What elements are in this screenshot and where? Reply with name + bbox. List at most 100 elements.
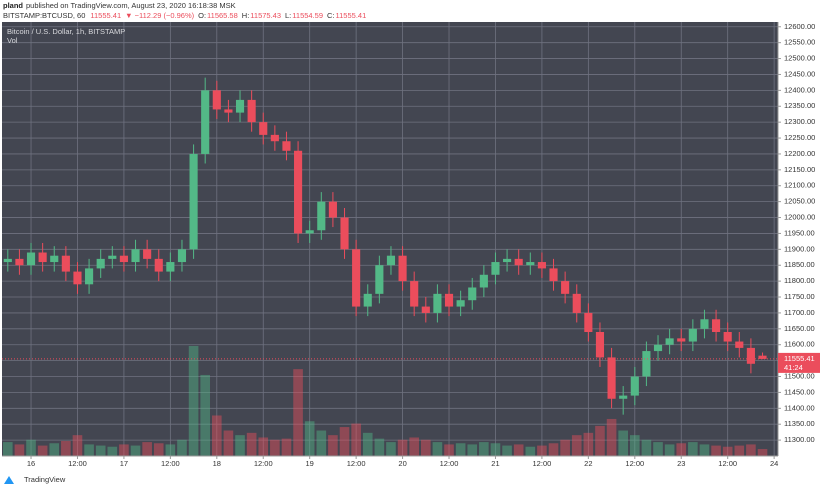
volume-bar — [420, 439, 431, 456]
volume-bar — [560, 439, 570, 456]
volume-bar — [351, 423, 361, 456]
candle-body — [247, 99, 256, 123]
candle-body — [26, 252, 36, 266]
x-tick-label: 16 — [27, 459, 35, 468]
footer: TradingView — [24, 475, 66, 484]
volume-bar — [502, 445, 512, 456]
volume-bar — [595, 425, 605, 456]
candle-body — [653, 344, 663, 352]
candle-body — [735, 341, 744, 348]
volume-bar — [362, 432, 373, 456]
candle-body — [3, 258, 12, 263]
plot-background — [2, 22, 778, 456]
candle-body — [177, 249, 187, 263]
candle-body — [619, 395, 628, 399]
candle-body — [758, 355, 767, 359]
x-tick-label: 23 — [677, 459, 685, 468]
volume-bar — [49, 443, 60, 456]
candle-body — [143, 249, 152, 259]
volume-bar — [246, 432, 257, 456]
candle-body — [549, 268, 558, 282]
candle-body — [96, 258, 105, 269]
candle-body — [294, 150, 303, 234]
candle-body — [433, 293, 442, 313]
volume-bar — [525, 446, 536, 456]
candle-body — [235, 99, 245, 113]
y-tick-label: 11300.00 — [784, 435, 815, 444]
candle-body — [595, 332, 605, 358]
volume-bar — [339, 427, 350, 456]
volume-bar — [688, 442, 698, 456]
volume-bar — [676, 443, 687, 456]
volume-bar — [641, 439, 652, 456]
volume-bar — [409, 437, 419, 456]
y-tick-label: 11650.00 — [784, 324, 815, 333]
volume-bar — [177, 439, 187, 456]
x-tick-label: 12:00 — [254, 459, 273, 468]
y-tick-label: 12250.00 — [784, 133, 815, 142]
x-tick-label: 17 — [120, 459, 128, 468]
ohlc-label: C: — [327, 11, 335, 20]
y-tick-label: 11700.00 — [784, 308, 815, 317]
candle-body — [73, 271, 82, 285]
candle-body — [352, 249, 361, 307]
y-tick-label: 12000.00 — [784, 213, 815, 222]
x-tick-label: 12:00 — [440, 459, 459, 468]
candle-body — [398, 255, 407, 282]
candle-body — [15, 258, 24, 266]
volume-bar — [583, 432, 594, 456]
y-tick-label: 11350.00 — [784, 419, 815, 428]
candle-body — [61, 255, 70, 272]
candle-body — [479, 274, 488, 288]
candle-body — [723, 332, 732, 342]
volume-bar — [386, 442, 396, 456]
candle-body — [491, 262, 500, 275]
candle-body — [340, 217, 349, 250]
volume-bar — [664, 444, 675, 456]
volume-bar — [130, 445, 141, 456]
candle-body — [572, 293, 581, 313]
y-tick-label: 12100.00 — [784, 181, 815, 190]
candle-body — [224, 109, 233, 113]
candle-body — [363, 293, 372, 307]
candle-body — [421, 306, 430, 313]
candle-body — [212, 90, 221, 110]
last-price: 11555.41 — [90, 11, 121, 20]
candle-body — [189, 153, 198, 250]
candle-body — [282, 141, 291, 151]
volume-bar — [165, 444, 176, 456]
candle-body — [665, 338, 674, 345]
y-tick-label: 11500.00 — [784, 371, 815, 380]
ohlc-label: L: — [285, 11, 291, 20]
last-price-box — [778, 352, 820, 373]
ohlc-label: O: — [198, 11, 206, 20]
candle-body — [537, 262, 546, 269]
price-axis — [778, 22, 820, 456]
candle-body — [526, 262, 535, 266]
volume-bar — [374, 438, 385, 456]
candle-body — [607, 357, 616, 399]
volume-bar — [746, 444, 756, 456]
candle-body — [317, 201, 326, 231]
volume-bar — [618, 430, 628, 456]
y-tick-label: 11750.00 — [784, 292, 815, 301]
volume-bar — [211, 415, 222, 456]
candle-body — [38, 252, 47, 263]
candle-body — [108, 255, 117, 259]
x-tick-label: 12:00 — [347, 459, 366, 468]
candle-body — [328, 201, 337, 218]
y-tick-label: 12550.00 — [784, 38, 815, 47]
y-tick-label: 12050.00 — [784, 197, 815, 206]
y-tick-label: 12450.00 — [784, 69, 815, 78]
y-tick-label: 12600.00 — [784, 22, 815, 31]
author: pland — [3, 1, 23, 10]
volume-bar — [444, 444, 454, 456]
y-tick-label: 11400.00 — [784, 403, 815, 412]
x-tick-label: 21 — [491, 459, 499, 468]
candle-body — [444, 293, 454, 307]
y-tick-label: 11450.00 — [784, 387, 815, 396]
candle-body — [514, 258, 523, 266]
candle-body — [154, 258, 163, 272]
candle-body — [50, 255, 59, 263]
x-tick-label: 12:00 — [161, 459, 180, 468]
